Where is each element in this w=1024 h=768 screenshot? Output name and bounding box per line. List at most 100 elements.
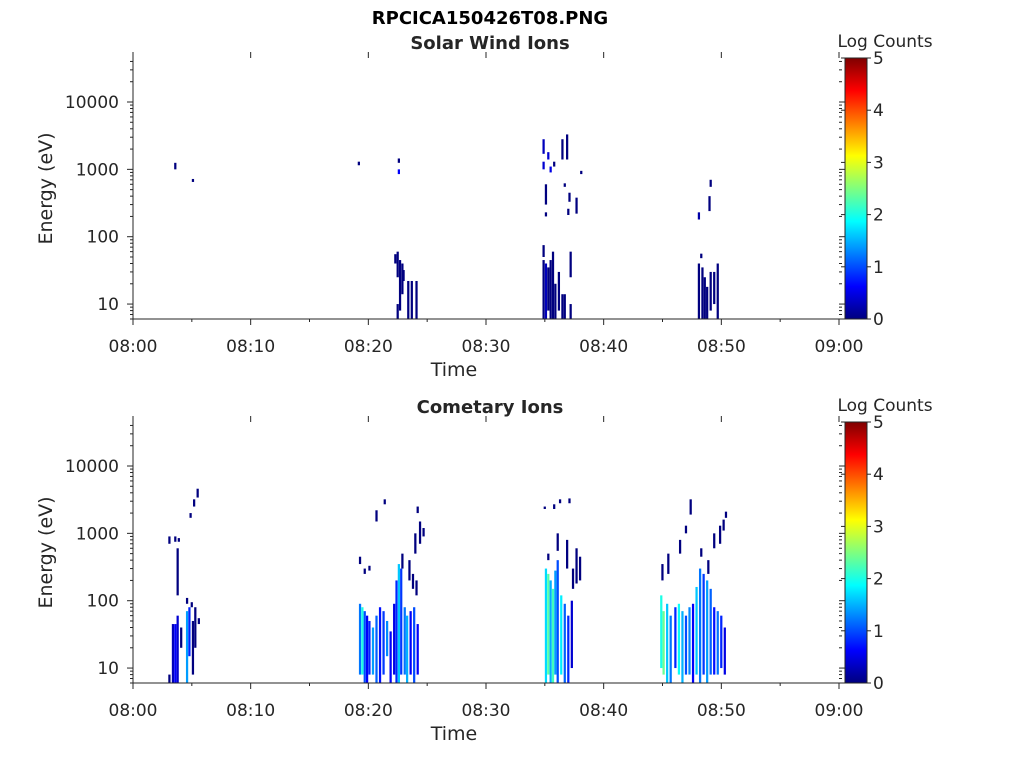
- plot-area: [133, 58, 839, 319]
- heatmap-cell: [171, 624, 175, 683]
- heatmap-cell: [703, 277, 706, 319]
- panel-title: Cometary Ions: [417, 397, 564, 418]
- colorbar-tick-label: 4: [873, 465, 884, 485]
- heatmap-cell: [371, 627, 375, 675]
- heatmap-cell: [706, 286, 709, 319]
- heatmap-cell: [542, 260, 545, 319]
- y-tick-label: 100: [87, 228, 119, 248]
- colorbar-tick-label: 0: [873, 674, 884, 694]
- heatmap-cell: [720, 615, 723, 669]
- heatmap-cell: [554, 570, 557, 675]
- heatmap-cell: [713, 607, 716, 675]
- heatmap-cell: [551, 588, 555, 683]
- heatmap-cell: [697, 212, 701, 220]
- heatmap-cell: [662, 611, 665, 675]
- heatmap-cell: [176, 615, 179, 683]
- x-tick-label: 09:00: [815, 701, 864, 721]
- heatmap-cell: [191, 178, 195, 182]
- y-tick-label: 10: [97, 295, 119, 315]
- heatmap-cell: [563, 603, 566, 683]
- colorbar-label: Log Counts: [837, 32, 932, 52]
- heatmap-cell: [549, 260, 552, 319]
- heatmap-cells: [168, 488, 728, 683]
- heatmap-cell: [415, 580, 418, 596]
- heatmap-cell: [194, 607, 197, 648]
- heatmap-cell: [700, 253, 703, 259]
- heatmap-cell: [385, 620, 389, 657]
- heatmap-cell: [724, 511, 728, 518]
- colorbar: [844, 421, 868, 684]
- x-tick-label: 08:40: [579, 337, 628, 357]
- heatmap-cell: [563, 294, 566, 319]
- heatmap-cell: [702, 573, 705, 675]
- heatmap-cell: [394, 254, 397, 264]
- heatmap-cell: [185, 611, 189, 683]
- x-tick-label: 08:00: [109, 337, 158, 357]
- heatmap-cell: [666, 603, 669, 683]
- heatmap-cell: [544, 184, 548, 205]
- colorbar: [844, 57, 868, 320]
- colorbar-tick-label: 5: [873, 49, 884, 69]
- heatmap-cell: [722, 519, 725, 531]
- panel-solar-wind-ions: 08:00 08:10 08:20 08:30 08:40 08:50 09:0010100…: [35, 32, 933, 381]
- heatmap-cell: [413, 607, 416, 683]
- heatmap-cell: [542, 139, 545, 154]
- heatmap-cell: [547, 152, 550, 160]
- heatmap-cell: [547, 553, 550, 561]
- x-tick-label: 09:00: [815, 337, 864, 357]
- heatmap-cell: [188, 607, 191, 657]
- heatmap-cell: [191, 620, 195, 675]
- colorbar-tick-label: 2: [873, 206, 884, 226]
- y-tick-label: 1000: [76, 524, 119, 544]
- heatmap-cell: [708, 196, 711, 212]
- x-tick-label: 08:40: [579, 701, 628, 721]
- heatmap-cell: [375, 510, 378, 522]
- heatmap-cell: [571, 568, 575, 589]
- y-tick-label: 1000: [76, 160, 119, 180]
- heatmap-cell: [363, 568, 366, 574]
- heatmap-cell: [176, 548, 179, 596]
- heatmap-cell: [709, 588, 712, 675]
- heatmap-cell: [409, 611, 412, 675]
- heatmap-cell: [401, 263, 404, 295]
- heatmap-cell: [547, 573, 550, 675]
- y-axis-label: Energy (eV): [35, 132, 57, 244]
- x-tick-label: 08:30: [462, 701, 511, 721]
- heatmap-cell: [547, 267, 550, 311]
- heatmap-cell: [375, 615, 378, 683]
- x-axis-label: Time: [430, 723, 478, 745]
- heatmap-cell: [688, 607, 691, 675]
- heatmap-cell: [700, 548, 703, 557]
- heatmap-cell: [400, 568, 403, 675]
- heatmap-cell: [689, 499, 692, 515]
- colorbar-tick-label: 1: [873, 258, 884, 278]
- heatmap-cell: [378, 607, 382, 683]
- x-tick-label: 08:50: [697, 337, 746, 357]
- heatmap-cell: [416, 624, 419, 675]
- heatmap-cell: [667, 553, 670, 574]
- heatmap-cell: [544, 212, 548, 217]
- heatmap-cell: [408, 560, 411, 581]
- heatmap-cell: [368, 565, 371, 571]
- heatmap-cell: [368, 620, 371, 675]
- heatmap-cell: [189, 513, 192, 518]
- heatmap-cell: [684, 615, 688, 675]
- heatmap-cell: [403, 607, 406, 675]
- heatmap-cell: [580, 170, 583, 175]
- heatmap-cell: [549, 580, 552, 683]
- heatmap-cell: [669, 615, 672, 683]
- heatmap-cell: [190, 602, 193, 608]
- heatmap-cell: [561, 294, 564, 319]
- figure-title: RPCICA150426T08.PNG: [371, 8, 609, 29]
- heatmap-cell: [560, 595, 563, 675]
- heatmap-cell: [551, 251, 555, 319]
- heatmap-cell: [398, 260, 402, 311]
- heatmap-cell: [709, 271, 712, 311]
- heatmap-cell: [401, 553, 404, 569]
- heatmap-cell: [660, 595, 663, 669]
- plot-area: [133, 422, 839, 683]
- panel-title: Solar Wind Ions: [410, 33, 569, 54]
- colorbar-tick-label: 4: [873, 101, 884, 121]
- heatmap-cell: [422, 528, 425, 537]
